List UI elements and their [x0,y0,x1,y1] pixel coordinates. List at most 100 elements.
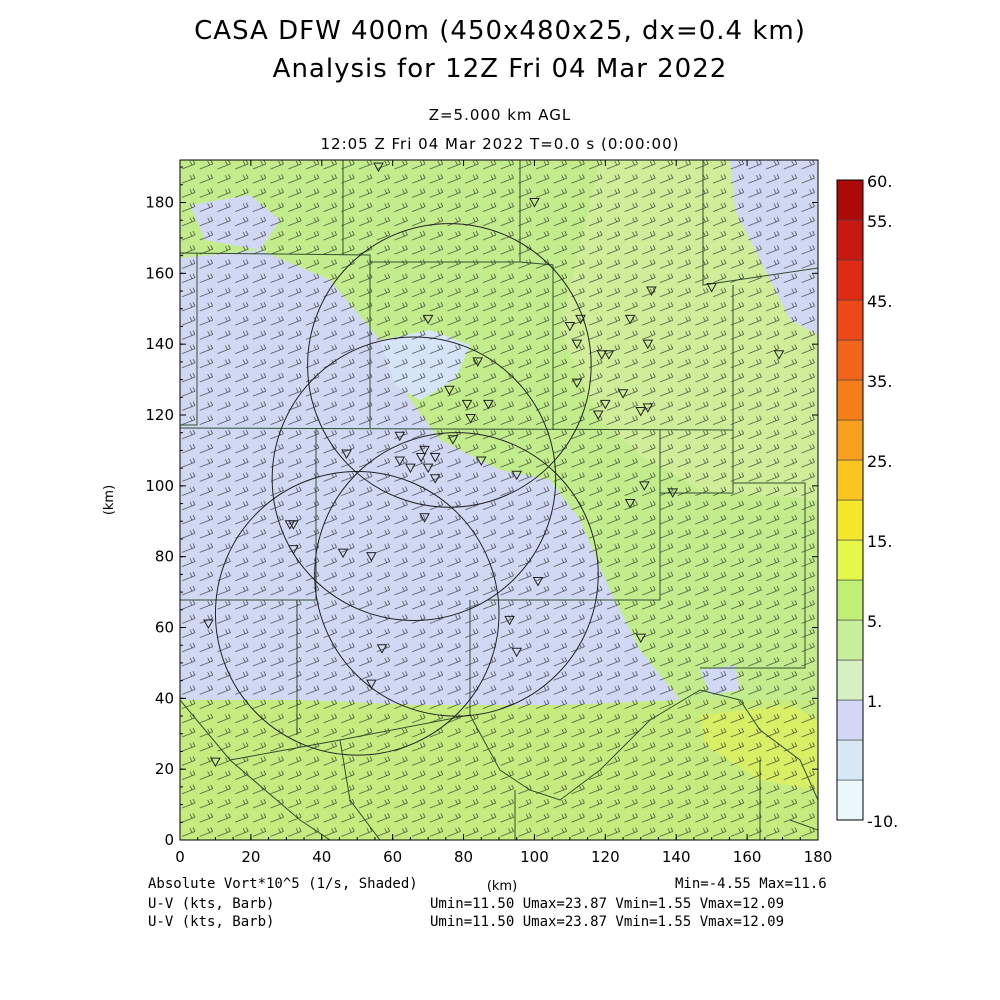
y-axis: 0 20 40 60 80 100 120 140 160 180 [145,166,818,849]
colorbar-swatch [836,179,864,221]
station-marker [373,162,384,173]
station-marker [646,286,657,297]
station-marker [529,198,540,208]
colorbar-swatch [836,779,864,821]
shaded-field-label: Absolute Vort*10^5 (1/s, Shaded) [148,876,418,892]
station-marker [592,410,604,421]
county-lines [180,160,818,840]
station-marker [635,406,647,417]
station-marker [642,403,654,413]
station-marker [624,314,636,325]
x-tick-label: 100 [520,848,549,866]
x-tick-label: 40 [312,848,331,866]
station-marker [603,350,615,360]
station-marker [532,576,544,587]
station-marker [405,463,416,474]
barb-field-label-1: U-V (kts, Barb) [148,896,275,912]
station-marker [422,463,434,474]
radar-ring-2 [271,336,557,622]
colorbar-swatch [836,659,864,701]
station-marker [429,474,441,484]
time-label: 12:05 Z Fri 04 Mar 2022 T=0.0 s (0:00:00… [320,135,680,153]
station-marker [376,644,388,654]
x-tick-label: 20 [241,848,260,866]
station-marker [447,435,459,445]
station-marker [773,350,785,360]
y-tick-label: 160 [145,264,174,282]
station-marker [444,385,455,396]
station-markers [203,162,785,768]
station-marker [419,513,430,523]
colorbar-label: 25. [867,452,892,471]
colorbar-swatch [836,459,864,501]
y-tick-label: 80 [155,548,174,566]
y-tick-label: 20 [155,760,174,778]
colorbar-label: 35. [867,372,892,391]
x-tick-label: 140 [662,848,691,866]
station-marker [667,488,679,498]
colorbar-label: 45. [867,292,892,311]
colorbar-frame [836,179,864,821]
station-marker [288,545,299,555]
colorbar-swatch [836,379,864,421]
station-marker [575,314,586,325]
y-axis-label: (km) [102,485,117,515]
colorbar: 60. 55. 45. 35. 25. 15. 5. 1. -10. [836,172,898,831]
station-marker [366,552,377,562]
station-marker [638,481,650,491]
x-tick-label: 160 [733,848,762,866]
shaded-field-minmax: Min=-4.55 Max=11.6 [675,876,827,892]
colorbar-label: 60. [867,172,892,191]
station-marker [210,757,221,768]
colorbar-swatch [836,299,864,341]
radar-ring-1 [307,223,592,508]
level-label: Z=5.000 km AGL [428,106,572,124]
station-marker [472,357,484,367]
vorticity-shading [180,160,818,840]
x-axis: 0 20 40 60 80 100 120 140 160 180 [175,160,832,866]
wind-barbs [180,160,818,840]
colorbar-label: -10. [867,812,898,831]
station-marker [394,431,406,442]
colorbar-swatch [836,739,864,781]
radar-ring-3 [314,432,599,717]
x-axis-label: (km) [487,879,517,894]
station-marker [366,679,377,690]
colorbar-swatch [836,219,864,261]
station-marker [429,453,441,463]
station-marker [422,314,434,325]
radar-ring-4 [214,471,500,756]
colorbar-label: 15. [867,532,892,551]
x-tick-label: 80 [454,848,473,866]
station-marker [571,339,583,350]
x-tick-label: 0 [175,848,185,866]
colorbar-swatch [836,699,864,741]
colorbar-label: 55. [867,212,892,231]
radar-range-rings [214,223,599,756]
station-marker [511,647,523,658]
station-marker [511,470,523,481]
station-marker [564,321,576,332]
station-marker [599,399,611,410]
y-tick-label: 40 [155,689,174,707]
y-tick-label: 140 [145,335,174,353]
x-tick-label: 60 [383,848,402,866]
colorbar-label: 1. [867,692,882,711]
station-marker [337,548,349,559]
barb-field-stats-1: Umin=11.50 Umax=23.87 Vmin=1.55 Vmax=12.… [430,896,785,912]
station-marker [596,350,608,360]
x-tick-label: 180 [804,848,833,866]
colorbar-swatch [836,339,864,381]
station-marker [419,445,430,456]
colorbar-swatch [836,499,864,541]
colorbar-swatch [836,419,864,461]
station-marker [461,399,473,410]
station-marker [203,619,214,629]
colorbar-swatch [836,619,864,661]
y-tick-label: 60 [155,619,174,637]
y-tick-label: 120 [145,406,174,424]
station-marker [706,283,718,293]
station-marker [394,456,406,467]
barb-field-stats-2: Umin=11.50 Umax=23.87 Vmin=1.55 Vmax=12.… [430,914,785,930]
